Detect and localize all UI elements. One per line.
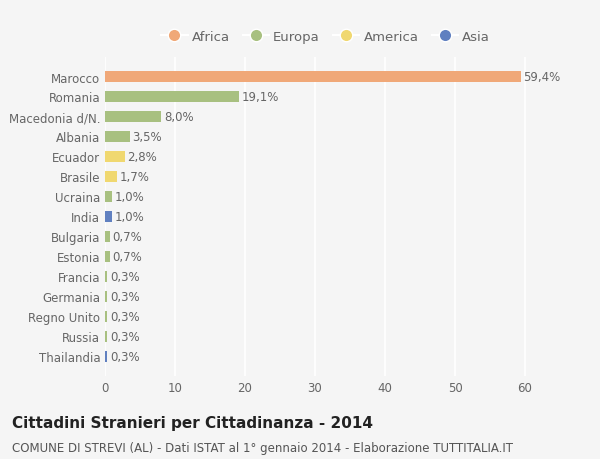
Text: COMUNE DI STREVI (AL) - Dati ISTAT al 1° gennaio 2014 - Elaborazione TUTTITALIA.: COMUNE DI STREVI (AL) - Dati ISTAT al 1°… bbox=[12, 441, 513, 453]
Text: 1,0%: 1,0% bbox=[115, 190, 145, 203]
Bar bbox=[105, 271, 107, 282]
Text: 0,7%: 0,7% bbox=[113, 230, 142, 243]
Text: 0,3%: 0,3% bbox=[110, 310, 140, 323]
Bar bbox=[105, 311, 107, 322]
Text: 1,0%: 1,0% bbox=[115, 210, 145, 224]
Bar bbox=[105, 291, 107, 302]
Text: 8,0%: 8,0% bbox=[164, 111, 193, 124]
Bar bbox=[105, 251, 110, 262]
Text: 0,3%: 0,3% bbox=[110, 290, 140, 303]
Bar bbox=[105, 132, 130, 143]
Bar bbox=[105, 212, 112, 222]
Text: 19,1%: 19,1% bbox=[242, 91, 279, 104]
Bar bbox=[105, 331, 107, 342]
Bar bbox=[105, 191, 112, 202]
Text: 0,3%: 0,3% bbox=[110, 270, 140, 283]
Bar bbox=[105, 112, 161, 123]
Text: 0,7%: 0,7% bbox=[113, 250, 142, 263]
Text: 0,3%: 0,3% bbox=[110, 330, 140, 343]
Text: 1,7%: 1,7% bbox=[120, 171, 149, 184]
Legend: Africa, Europa, America, Asia: Africa, Europa, America, Asia bbox=[156, 26, 495, 49]
Text: 2,8%: 2,8% bbox=[127, 151, 157, 163]
Bar bbox=[105, 172, 117, 183]
Bar bbox=[105, 151, 125, 162]
Text: Cittadini Stranieri per Cittadinanza - 2014: Cittadini Stranieri per Cittadinanza - 2… bbox=[12, 415, 373, 431]
Bar bbox=[105, 72, 521, 83]
Bar bbox=[105, 92, 239, 103]
Text: 0,3%: 0,3% bbox=[110, 350, 140, 363]
Text: 3,5%: 3,5% bbox=[133, 131, 162, 144]
Text: 59,4%: 59,4% bbox=[524, 71, 561, 84]
Bar bbox=[105, 351, 107, 362]
Bar bbox=[105, 231, 110, 242]
